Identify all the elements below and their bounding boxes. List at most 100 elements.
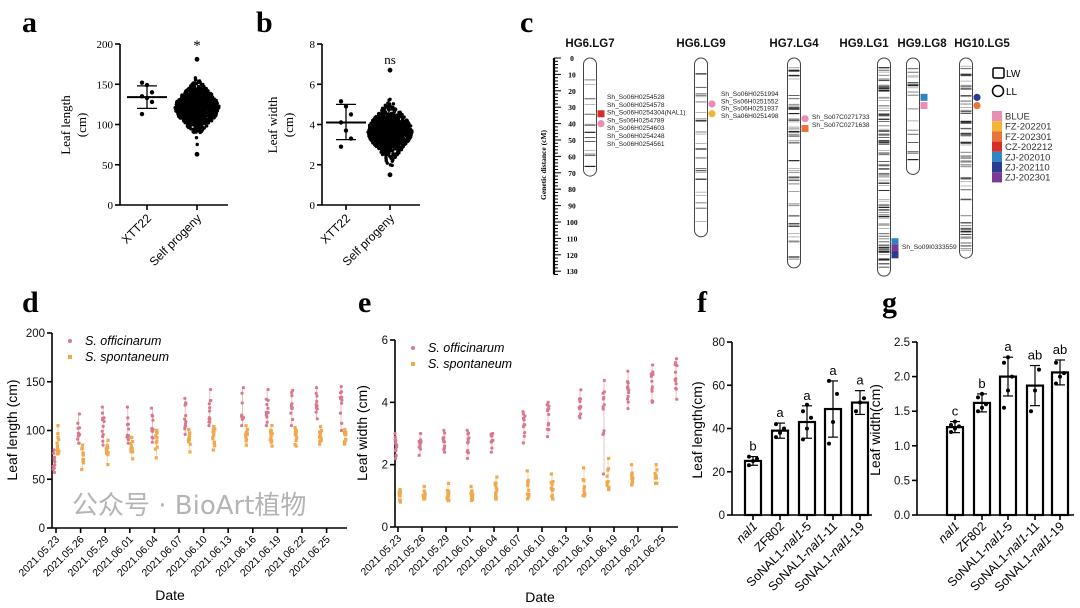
a-progeny-point xyxy=(193,96,198,101)
e-spontaneum-point xyxy=(525,469,529,473)
d-officinarum-point xyxy=(291,417,295,422)
e-spontaneum-point xyxy=(493,492,498,496)
panel-label-d: d xyxy=(22,286,39,319)
c-y-tick-label: 60 xyxy=(568,152,576,161)
e-officinarum-point xyxy=(601,472,605,476)
d-spontaneum-point xyxy=(154,456,158,460)
d-officinarum-point xyxy=(150,413,154,417)
f-data-point xyxy=(747,454,751,459)
a-progeny-point xyxy=(193,76,198,80)
a-progeny-point xyxy=(195,142,199,147)
e-spontaneum-point xyxy=(422,497,426,501)
f-data-point xyxy=(831,420,835,425)
e-officinarum-point xyxy=(547,404,551,408)
d-officinarum-point xyxy=(340,401,344,405)
d-spontaneum-point xyxy=(81,451,85,455)
e-officinarum-point xyxy=(545,409,550,413)
e-officinarum-point xyxy=(466,439,470,444)
e-spontaneum-point xyxy=(655,481,659,485)
b-progeny-point xyxy=(375,119,379,123)
e-spontaneum-point xyxy=(583,492,587,496)
d-y-tick-label: 50 xyxy=(32,474,45,486)
c-legend-swatch xyxy=(992,172,1002,183)
c-y-tick-label: 40 xyxy=(568,120,576,129)
c-chromosome xyxy=(877,57,891,277)
d-officinarum-point xyxy=(101,424,105,428)
e-officinarum-point xyxy=(674,377,678,381)
d-spontaneum-point xyxy=(81,443,85,447)
d-legend-label: S. officinarum xyxy=(85,334,161,348)
a-xtt22-point xyxy=(149,90,155,95)
d-officinarum-point xyxy=(52,448,56,452)
a-progeny-point xyxy=(202,98,206,102)
e-officinarum-point xyxy=(627,391,631,395)
d-officinarum-point xyxy=(339,390,344,394)
e-y-tick-label: 2 xyxy=(382,460,388,472)
d-spontaneum-point xyxy=(188,431,192,435)
b-progeny-point xyxy=(405,139,409,143)
d-officinarum-point xyxy=(315,399,319,403)
b-progeny-point xyxy=(386,124,390,129)
e-officinarum-point xyxy=(443,450,447,454)
a-progeny-point xyxy=(185,122,190,126)
d-spontaneum-point xyxy=(155,436,159,440)
e-officinarum-point xyxy=(522,417,526,421)
d-spontaneum-point xyxy=(319,435,323,440)
e-officinarum-point xyxy=(674,387,678,391)
d-spontaneum-point xyxy=(245,432,249,437)
b-progeny-point xyxy=(391,102,396,106)
d-spontaneum-point xyxy=(105,444,109,448)
e-spontaneum-point xyxy=(581,466,586,470)
a-y-tick-label: 150 xyxy=(97,79,114,91)
b-progeny-point xyxy=(400,136,405,140)
b-xtt22-point xyxy=(338,144,344,149)
b-progeny-point xyxy=(397,113,402,117)
b-progeny-point xyxy=(394,126,398,130)
d-spontaneum-point xyxy=(213,427,217,431)
d-y-tick-label: 150 xyxy=(26,377,45,389)
d-spontaneum-point xyxy=(186,438,191,442)
d-spontaneum-point xyxy=(293,425,297,430)
d-legend-label: S. spontaneum xyxy=(85,350,169,364)
c-legend-label: CZ-202212 xyxy=(1005,142,1053,153)
e-officinarum-point xyxy=(649,372,653,376)
c-qtl-square-ZJ-202010 xyxy=(920,93,928,101)
d-spontaneum-point xyxy=(81,453,85,457)
d-officinarum-point xyxy=(240,391,244,395)
d-spontaneum-point xyxy=(188,442,192,446)
a-progeny-point xyxy=(194,135,199,140)
g-data-point xyxy=(1002,405,1006,410)
e-spontaneum-point xyxy=(550,494,554,498)
b-progeny-point xyxy=(386,137,390,141)
a-progeny-point xyxy=(202,101,207,105)
a-progeny-point xyxy=(198,102,202,106)
d-officinarum-point xyxy=(52,455,56,460)
a-progeny-point xyxy=(196,89,200,94)
d-y-tick-label: 100 xyxy=(26,426,45,438)
g-data-point xyxy=(1033,388,1037,393)
d-spontaneum-point xyxy=(270,432,274,436)
e-spontaneum-point xyxy=(582,485,587,489)
e-spontaneum-point xyxy=(494,486,498,490)
d-spontaneum-point xyxy=(213,444,217,448)
g-y-tick-label: 1.0 xyxy=(894,441,910,453)
g-significance-letter: c xyxy=(952,404,959,419)
d-officinarum-point xyxy=(207,402,211,406)
f-bar-SoNAL1-nal1-19 xyxy=(850,401,870,517)
c-gene-label: Sh_So06H0251994 xyxy=(721,91,779,98)
f-data-point xyxy=(835,391,839,396)
e-spontaneum-point xyxy=(607,456,611,461)
d-legend-marker xyxy=(68,355,72,359)
b-progeny-point xyxy=(387,172,393,178)
d-spontaneum-point xyxy=(244,424,248,428)
g-data-point xyxy=(1006,355,1010,360)
e-spontaneum-point xyxy=(551,497,555,501)
e-officinarum-point xyxy=(674,357,679,361)
d-spontaneum-point xyxy=(155,439,159,443)
e-officinarum-point xyxy=(490,439,494,443)
e-legend-label: S. spontaneum xyxy=(428,357,512,371)
d-spontaneum-point xyxy=(129,444,133,448)
d-officinarum-point xyxy=(265,415,269,419)
d-spontaneum-point xyxy=(319,438,323,442)
d-officinarum-point xyxy=(126,437,130,442)
